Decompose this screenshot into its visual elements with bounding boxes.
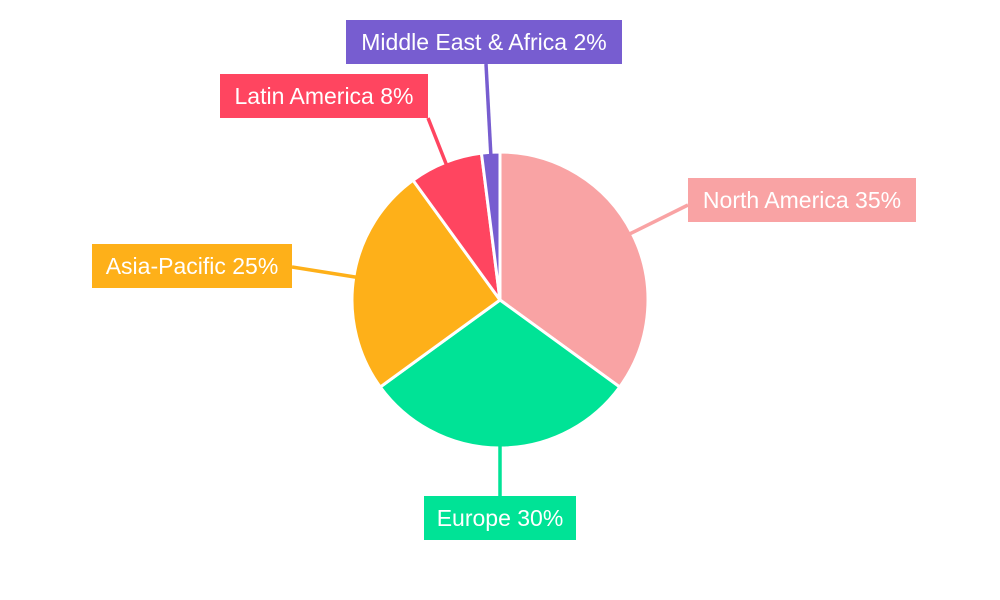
label-text: Asia-Pacific 25% (106, 253, 279, 279)
label-text: Latin America 8% (235, 83, 414, 109)
label-box (424, 496, 576, 540)
label-box (688, 178, 916, 222)
data-label-latin-america: Latin America 8% (220, 74, 428, 118)
label-box (346, 20, 622, 64)
label-box (220, 74, 428, 118)
leader-line-asia-pacific (291, 265, 357, 279)
leader-line-middle-east-africa (484, 63, 493, 155)
data-label-north-america: North America 35% (688, 178, 916, 222)
leader-line-latin-america (426, 117, 448, 165)
label-box (92, 244, 292, 288)
data-label-asia-pacific: Asia-Pacific 25% (92, 244, 292, 288)
label-text: Middle East & Africa 2% (361, 29, 606, 55)
data-label-middle-east-africa: Middle East & Africa 2% (346, 20, 622, 64)
leader-line-north-america (629, 203, 689, 236)
label-text: Europe 30% (437, 505, 564, 531)
label-text: North America 35% (703, 187, 901, 213)
data-label-europe: Europe 30% (424, 496, 576, 540)
